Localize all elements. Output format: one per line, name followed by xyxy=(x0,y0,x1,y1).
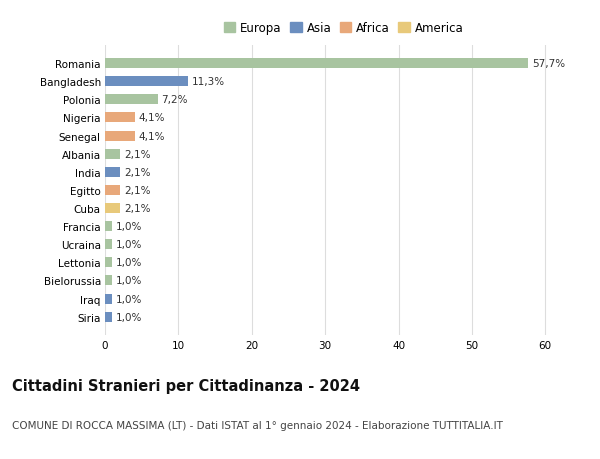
Bar xyxy=(105,204,121,213)
Bar xyxy=(105,131,135,141)
Text: 1,0%: 1,0% xyxy=(116,276,142,286)
Text: 2,1%: 2,1% xyxy=(124,185,151,196)
Text: 4,1%: 4,1% xyxy=(139,131,165,141)
Text: 11,3%: 11,3% xyxy=(191,77,225,87)
Bar xyxy=(105,168,121,177)
Bar xyxy=(105,312,112,322)
Text: COMUNE DI ROCCA MASSIMA (LT) - Dati ISTAT al 1° gennaio 2024 - Elaborazione TUTT: COMUNE DI ROCCA MASSIMA (LT) - Dati ISTA… xyxy=(12,420,503,430)
Bar xyxy=(105,185,121,196)
Text: 1,0%: 1,0% xyxy=(116,258,142,268)
Text: 4,1%: 4,1% xyxy=(139,113,165,123)
Bar xyxy=(105,77,188,87)
Text: 2,1%: 2,1% xyxy=(124,149,151,159)
Text: 1,0%: 1,0% xyxy=(116,222,142,232)
Text: 1,0%: 1,0% xyxy=(116,240,142,250)
Bar xyxy=(105,258,112,268)
Bar xyxy=(105,294,112,304)
Bar xyxy=(105,113,135,123)
Bar xyxy=(105,149,121,159)
Text: 7,2%: 7,2% xyxy=(161,95,188,105)
Legend: Europa, Asia, Africa, America: Europa, Asia, Africa, America xyxy=(221,19,466,37)
Text: 2,1%: 2,1% xyxy=(124,168,151,178)
Bar xyxy=(105,95,158,105)
Text: 1,0%: 1,0% xyxy=(116,312,142,322)
Bar xyxy=(105,59,529,69)
Text: Cittadini Stranieri per Cittadinanza - 2024: Cittadini Stranieri per Cittadinanza - 2… xyxy=(12,379,360,394)
Bar xyxy=(105,222,112,232)
Bar xyxy=(105,240,112,250)
Bar xyxy=(105,276,112,286)
Text: 57,7%: 57,7% xyxy=(532,59,565,69)
Text: 1,0%: 1,0% xyxy=(116,294,142,304)
Text: 2,1%: 2,1% xyxy=(124,203,151,213)
